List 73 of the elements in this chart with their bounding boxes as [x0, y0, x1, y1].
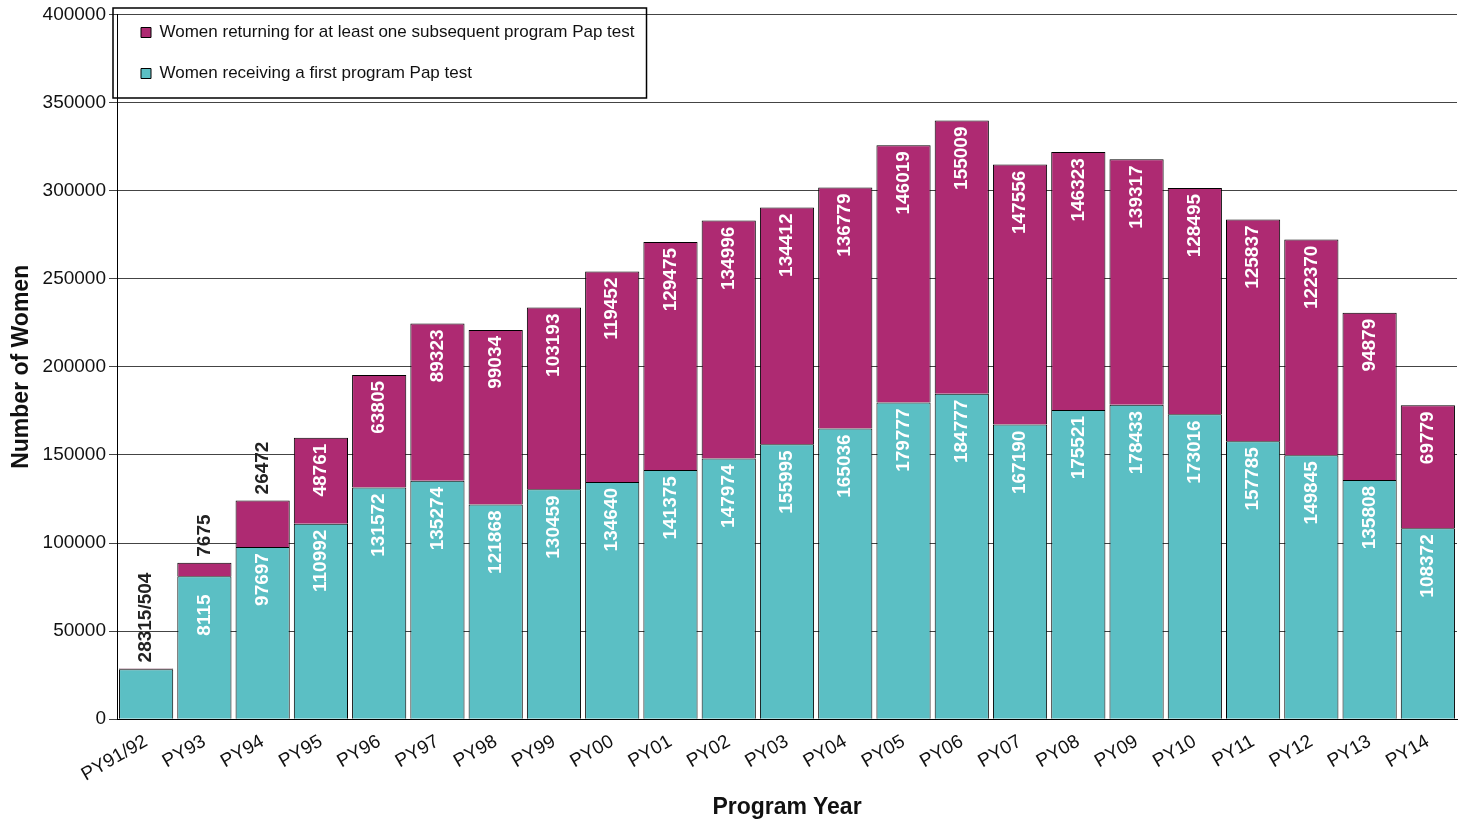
data-label: 134412 [775, 213, 797, 277]
data-label: 103193 [542, 313, 564, 377]
data-label: 122370 [1299, 245, 1321, 309]
y-tick-label: 400000 [42, 2, 106, 24]
x-tick-label: PY02 [682, 729, 734, 772]
data-label: 131572 [367, 493, 389, 557]
data-label: 147974 [716, 464, 738, 528]
x-tick-label: PY08 [1032, 729, 1083, 772]
x-tick-label: PY13 [1323, 729, 1375, 772]
data-label: 121868 [483, 510, 505, 574]
x-axis-title: Program Year [712, 792, 862, 819]
legend-label: Women receiving a first program Pap test [159, 63, 473, 83]
x-tick-label: PY11 [1208, 729, 1258, 771]
data-label: 128495 [1183, 193, 1205, 258]
data-label: 155009 [950, 126, 972, 190]
x-tick-label: PY10 [1148, 729, 1200, 772]
data-label: 89323 [425, 329, 447, 383]
x-tick-label: PY06 [915, 729, 967, 772]
data-label: 136779 [833, 193, 855, 257]
data-label: 108372 [1416, 534, 1438, 598]
data-label: 69779 [1416, 411, 1438, 465]
annotation: 28315/504 [134, 572, 156, 663]
x-tick-label: PY93 [158, 729, 210, 772]
x-tick-label: PY98 [449, 729, 501, 772]
data-label: 110992 [309, 529, 331, 592]
data-label: 149845 [1299, 460, 1321, 525]
data-label: 146323 [1066, 158, 1088, 222]
data-label: 135274 [425, 486, 447, 551]
data-label: 184777 [950, 399, 972, 464]
y-tick-label: 250000 [42, 266, 106, 288]
data-label: 134996 [716, 226, 738, 291]
x-tick-label: PY01 [624, 729, 676, 772]
x-tick-label: PY12 [1265, 729, 1316, 772]
y-tick-label: 300000 [42, 178, 106, 200]
data-label: 157785 [1241, 446, 1263, 511]
x-tick-label: PY99 [507, 729, 559, 772]
data-label: 141375 [658, 475, 680, 540]
data-label: 155995 [775, 449, 797, 514]
data-label: 119452 [600, 277, 622, 340]
data-label: 26472 [250, 441, 272, 495]
y-tick-label: 200000 [42, 355, 106, 377]
data-label: 63805 [367, 380, 389, 434]
data-label: 99034 [483, 335, 505, 389]
data-label: 129475 [658, 247, 680, 312]
y-tick-label: 50000 [53, 619, 106, 641]
y-tick-label: 100000 [42, 531, 106, 553]
data-label: 173016 [1183, 420, 1205, 484]
data-label: 97697 [250, 553, 272, 606]
data-label: 7675 [192, 514, 214, 557]
data-label: 139317 [1124, 165, 1146, 229]
data-label: 178433 [1124, 410, 1146, 475]
data-label: 147556 [1008, 170, 1030, 235]
x-tick-label: PY09 [1090, 729, 1142, 772]
data-label: 94879 [1357, 318, 1379, 372]
annotation: 8115 [192, 594, 214, 636]
y-axis-title: Number of Women [7, 264, 34, 469]
data-label: 146019 [891, 151, 913, 215]
data-label: 130459 [542, 495, 564, 559]
x-tick-label: PY00 [566, 729, 617, 772]
x-tick-label: PY96 [333, 729, 384, 772]
data-label: 134640 [600, 487, 622, 552]
data-label: 165036 [833, 434, 855, 498]
data-label: 135808 [1357, 485, 1379, 550]
y-tick-label: 150000 [42, 443, 106, 465]
y-tick-label: 0 [95, 707, 106, 729]
data-label: 48761 [309, 443, 331, 497]
x-tick-label: PY03 [740, 729, 792, 772]
data-label: 175521 [1066, 415, 1088, 480]
data-label: 167190 [1008, 430, 1030, 495]
legend-label: Women returning for at least one subsequent program Pap test [159, 22, 635, 42]
data-label: 179777 [891, 408, 913, 472]
data-label: 125837 [1241, 225, 1263, 289]
y-tick-label: 350000 [42, 90, 106, 112]
